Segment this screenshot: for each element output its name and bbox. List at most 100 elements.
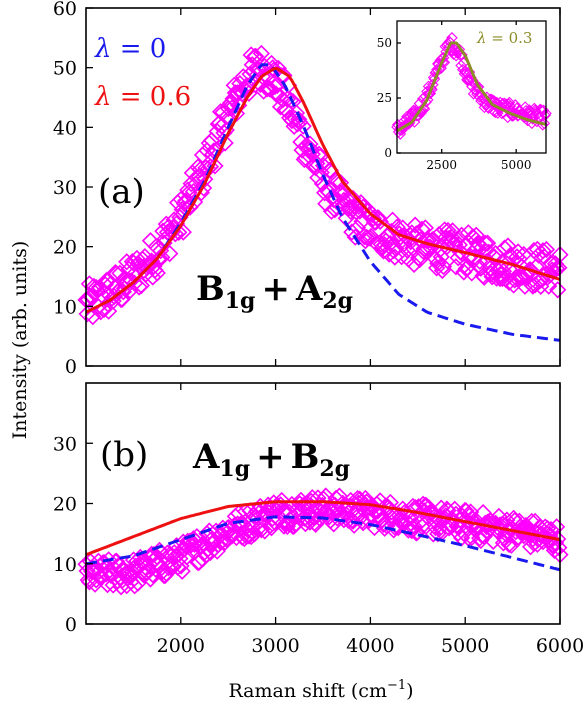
scatter-point <box>509 243 527 261</box>
scatter-point <box>541 266 559 284</box>
scatter-point <box>386 248 404 266</box>
scatter-point <box>173 562 191 580</box>
inset-background <box>397 21 546 153</box>
scatter-point <box>549 530 567 548</box>
scatter-point <box>504 100 516 113</box>
panel-label-b: (b) <box>100 435 148 475</box>
scatter-point <box>236 78 255 96</box>
scatter-point <box>78 305 96 323</box>
legend-lambda-0: λ = 0 <box>94 34 166 64</box>
scatter-point <box>195 179 213 197</box>
scatter-point <box>161 244 179 263</box>
scatter-point <box>245 525 264 543</box>
scatter-point <box>287 104 306 122</box>
panel-a: 0 10 20 30 40 50 60 λ = 0 λ = 0.6 (a) B1g + A2g <box>53 0 569 378</box>
scatter-point <box>550 259 568 277</box>
x-axis-label-sup: −1 <box>387 678 406 693</box>
scatter-point <box>472 81 485 93</box>
scatter-point <box>121 568 139 586</box>
scatter-point <box>500 535 518 554</box>
curve-lambda-0.6-b <box>85 500 561 557</box>
panel-inset: 0 25 50 2500 5000 λ = 0.3 <box>377 20 552 172</box>
scatter-point <box>343 223 361 241</box>
scatter-point <box>307 515 325 533</box>
scatter-point <box>233 85 251 103</box>
scatter-point <box>526 512 544 531</box>
scatter-point <box>405 255 423 273</box>
scatter-point <box>416 104 428 117</box>
scatter-point <box>236 502 255 521</box>
scatter-point <box>225 76 243 94</box>
scatter-point <box>346 228 364 246</box>
formula-a-first: B <box>196 269 225 309</box>
x-tick-label: 5000 <box>441 635 489 657</box>
scatter-point <box>119 273 137 291</box>
y-tick-label: 50 <box>377 36 392 50</box>
x-tick-label: 4000 <box>346 635 394 657</box>
scatter-point <box>467 226 485 244</box>
scatter-point <box>278 90 296 108</box>
legend-lambda-0.6-symbol: λ <box>94 82 111 112</box>
scatter-point <box>196 170 214 188</box>
scatter-point <box>549 281 567 299</box>
scatter-point <box>463 264 481 282</box>
scatter-point <box>473 238 491 257</box>
axis-ticks-a: 0 10 20 30 40 50 60 <box>53 0 561 378</box>
scatter-point <box>303 489 321 507</box>
scatter-point <box>550 539 568 557</box>
scatter-point <box>266 513 284 532</box>
y-tick-label: 10 <box>53 554 77 576</box>
scatter-point <box>429 254 447 272</box>
scatter-point <box>335 191 353 209</box>
scatter-point <box>405 517 423 535</box>
y-tick-label: 0 <box>384 146 392 160</box>
x-axis-label: Raman shift (cm−1) <box>228 678 413 702</box>
x-axis-label-end: ) <box>406 680 413 702</box>
scatter-point <box>373 511 392 529</box>
annotation-b1g-a2g: B1g + A2g <box>196 269 353 314</box>
formula-b-second-sub: 2g <box>319 456 350 482</box>
scatter-point <box>228 84 247 102</box>
legend-lambda-0.6: λ = 0.6 <box>94 82 191 112</box>
scatter-point <box>196 543 214 561</box>
axes-frame-inset <box>396 20 547 154</box>
scatter-point <box>390 506 408 524</box>
scatter-point <box>354 198 372 216</box>
formula-b-plus: + <box>256 437 285 477</box>
x-tick-label: 3000 <box>251 635 299 657</box>
y-tick-label: 60 <box>53 0 77 20</box>
scatter-point <box>383 211 402 229</box>
y-tick-label: 50 <box>53 58 77 80</box>
scatter-point <box>301 513 319 531</box>
scatter-point <box>327 489 345 507</box>
scatter-point <box>414 105 427 117</box>
scatter-point <box>344 189 362 208</box>
scatter-point <box>206 157 224 175</box>
scatter-point <box>408 523 427 541</box>
legend-lambda-0.3-value: = 0.3 <box>487 29 533 47</box>
scatter-point <box>113 290 131 308</box>
scatter-point <box>540 277 558 295</box>
legend-lambda-0-symbol: λ <box>94 34 111 64</box>
scatter-point <box>290 110 308 128</box>
scatter-point <box>453 43 466 56</box>
scatter-point <box>412 512 430 530</box>
scatter-point <box>354 514 372 532</box>
y-tick-label: 40 <box>53 117 77 139</box>
panel-label-a: (a) <box>98 172 145 212</box>
scatter-point <box>475 527 493 545</box>
formula-b-second: B <box>291 437 320 477</box>
scatter-point <box>426 83 438 96</box>
scatter-point <box>138 564 156 582</box>
formula-a-second-sub: 2g <box>322 288 353 314</box>
scatter-point <box>87 278 105 297</box>
scatter-point <box>435 62 447 75</box>
x-tick-label: 2000 <box>157 635 205 657</box>
scatter-point <box>266 77 284 96</box>
annotation-a1g-b2g: A1g + B2g <box>192 437 350 482</box>
scatter-point <box>439 221 457 240</box>
scatter-point <box>208 122 226 141</box>
scatter-point <box>141 570 160 588</box>
scatter-point <box>511 268 530 287</box>
